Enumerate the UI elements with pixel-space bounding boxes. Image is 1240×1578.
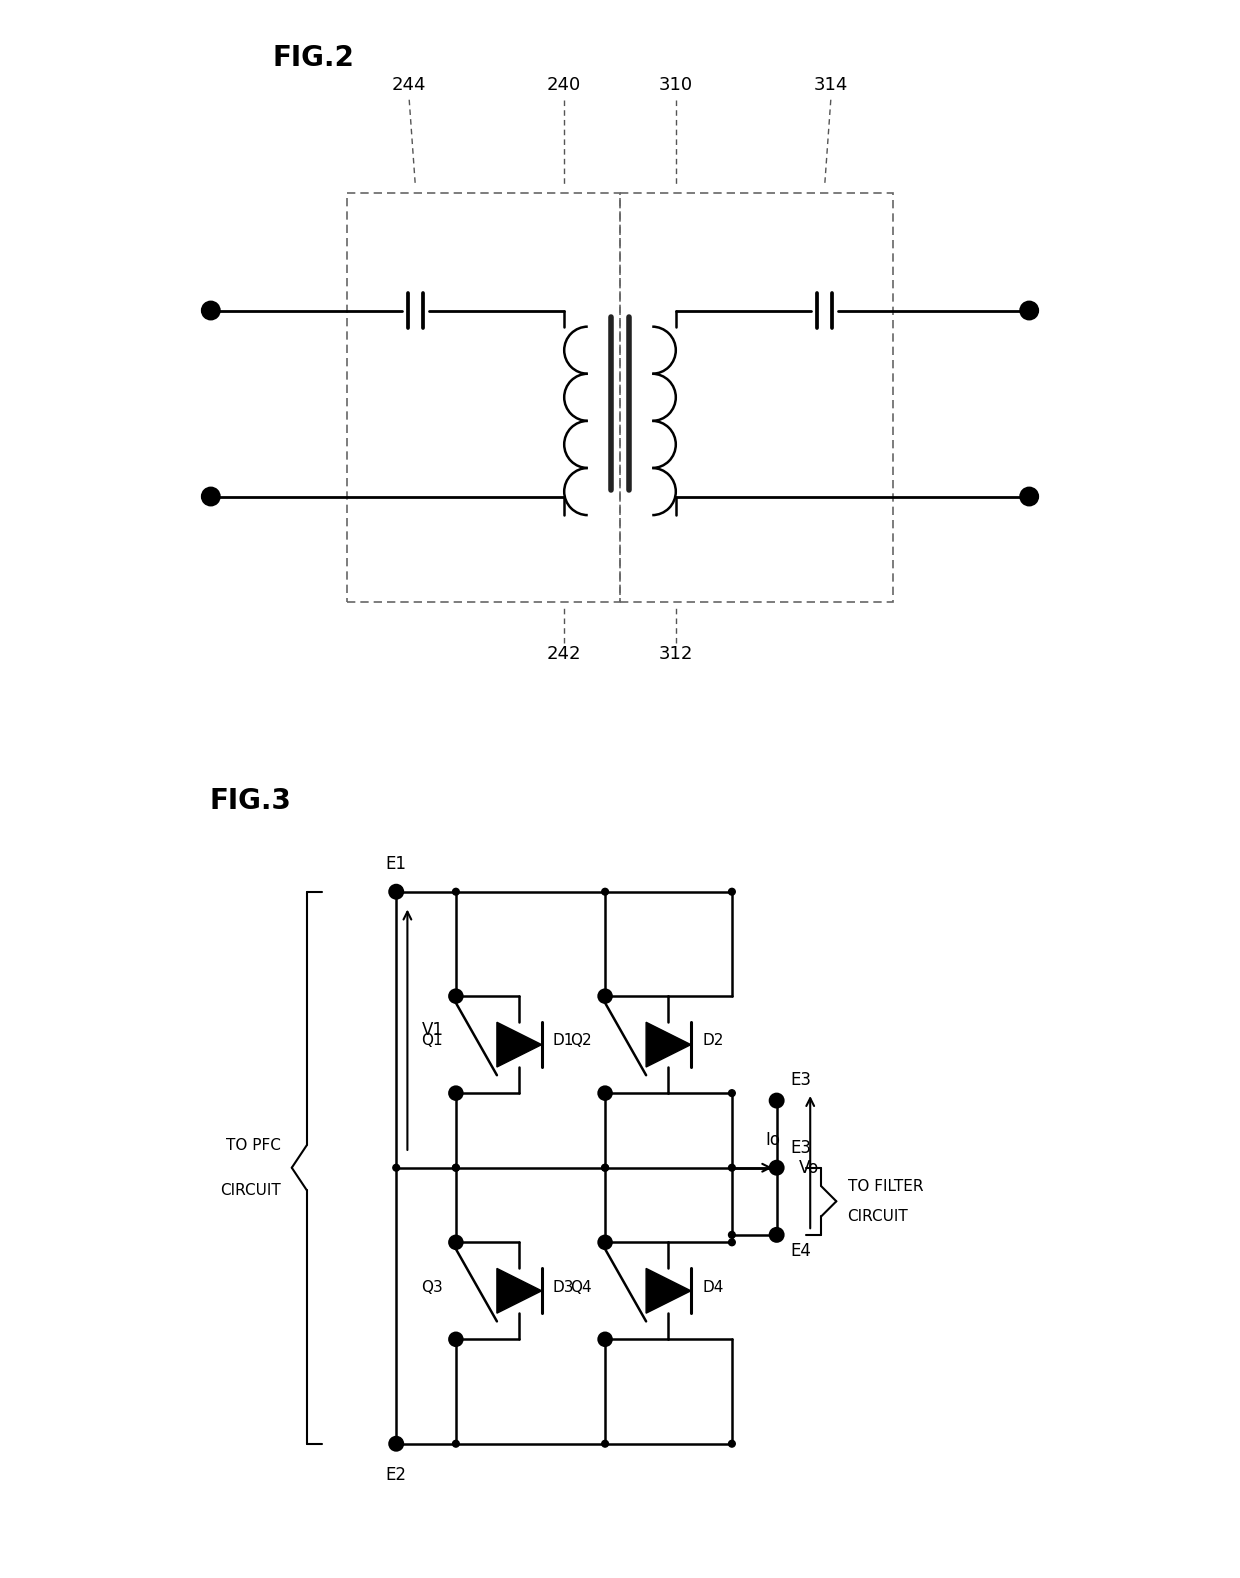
Text: Io: Io [765, 1131, 780, 1149]
Circle shape [729, 1090, 735, 1097]
Circle shape [770, 1161, 784, 1174]
Circle shape [729, 1239, 735, 1245]
Circle shape [599, 1086, 611, 1100]
Circle shape [449, 1332, 463, 1346]
Text: 310: 310 [658, 76, 693, 93]
Polygon shape [646, 1269, 691, 1313]
Text: CIRCUIT: CIRCUIT [847, 1209, 908, 1223]
Circle shape [202, 301, 219, 319]
Circle shape [393, 1165, 399, 1171]
Text: 314: 314 [813, 76, 848, 93]
Circle shape [453, 888, 459, 895]
Polygon shape [497, 1023, 542, 1067]
Circle shape [1021, 488, 1038, 505]
Circle shape [729, 1165, 735, 1171]
Bar [620, 193, 893, 601]
Text: D3: D3 [553, 1280, 574, 1294]
Circle shape [1021, 301, 1038, 319]
Circle shape [599, 1332, 611, 1346]
Circle shape [449, 1236, 463, 1250]
Text: E3: E3 [790, 1139, 811, 1157]
Circle shape [729, 1231, 735, 1239]
Text: D2: D2 [702, 1034, 723, 1048]
Text: FIG.3: FIG.3 [210, 787, 291, 816]
Circle shape [729, 1441, 735, 1447]
Circle shape [449, 1086, 463, 1100]
Text: TO PFC: TO PFC [226, 1138, 280, 1154]
Text: D4: D4 [702, 1280, 723, 1294]
Circle shape [599, 989, 611, 1004]
Text: V1: V1 [423, 1021, 444, 1038]
Circle shape [770, 1228, 784, 1242]
Circle shape [729, 888, 735, 895]
Polygon shape [646, 1023, 691, 1067]
Circle shape [449, 989, 463, 1004]
Bar [347, 193, 620, 601]
Circle shape [601, 888, 609, 895]
Circle shape [601, 1441, 609, 1447]
Circle shape [393, 888, 399, 895]
Text: E1: E1 [386, 855, 407, 873]
Circle shape [601, 1165, 609, 1171]
Text: Q3: Q3 [420, 1280, 443, 1294]
Circle shape [389, 885, 403, 898]
Circle shape [202, 488, 219, 505]
Text: 244: 244 [392, 76, 427, 93]
Text: Vo: Vo [799, 1158, 820, 1177]
Text: E4: E4 [790, 1242, 811, 1261]
Text: 242: 242 [547, 645, 582, 663]
Circle shape [601, 1165, 609, 1171]
Text: 240: 240 [547, 76, 582, 93]
Text: 312: 312 [658, 645, 693, 663]
Text: E2: E2 [386, 1466, 407, 1483]
Text: Q4: Q4 [570, 1280, 591, 1294]
Circle shape [453, 1165, 459, 1171]
Circle shape [389, 1438, 403, 1450]
Polygon shape [497, 1269, 542, 1313]
Text: CIRCUIT: CIRCUIT [219, 1182, 280, 1198]
Text: D1: D1 [553, 1034, 574, 1048]
Text: TO FILTER: TO FILTER [847, 1179, 923, 1195]
Text: Q1: Q1 [420, 1034, 443, 1048]
Text: Q2: Q2 [570, 1034, 591, 1048]
Circle shape [770, 1094, 784, 1108]
Text: E3: E3 [790, 1071, 811, 1089]
Text: FIG.2: FIG.2 [273, 44, 355, 73]
Circle shape [599, 1236, 611, 1250]
Circle shape [453, 1441, 459, 1447]
Circle shape [453, 1165, 459, 1171]
Circle shape [393, 1441, 399, 1447]
